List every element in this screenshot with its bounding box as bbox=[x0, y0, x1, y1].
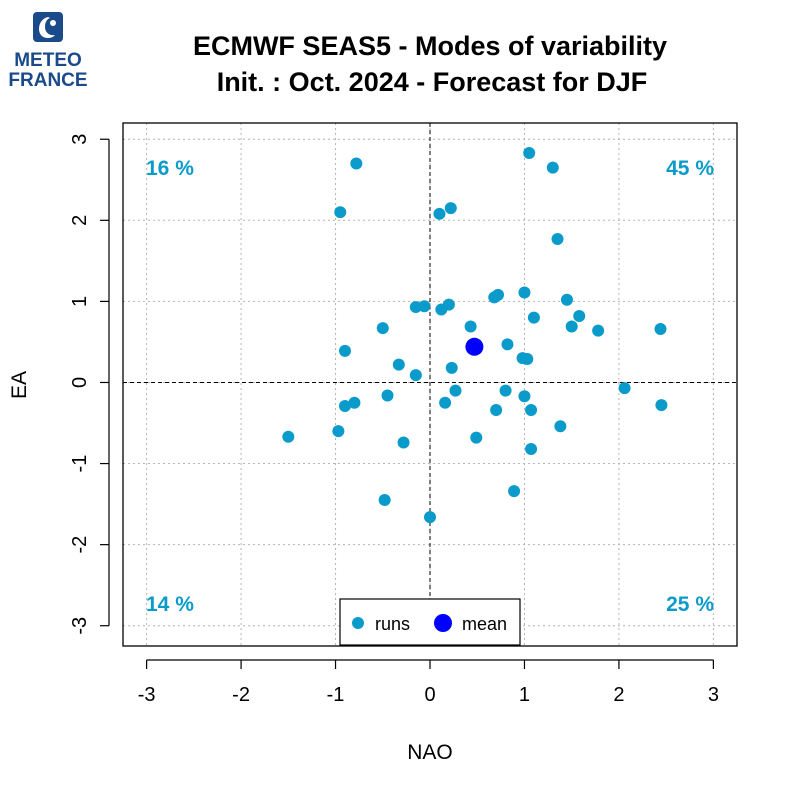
mean-point bbox=[465, 337, 484, 356]
logo-emblem-swirl bbox=[39, 17, 55, 38]
run-point bbox=[527, 311, 540, 324]
run-point bbox=[525, 442, 538, 455]
x-tick-label: 0 bbox=[424, 684, 435, 706]
run-point bbox=[490, 404, 503, 417]
run-point bbox=[442, 298, 455, 311]
run-point bbox=[348, 396, 361, 409]
x-tick-label: -2 bbox=[232, 684, 250, 706]
run-point bbox=[518, 390, 531, 403]
legend-runs-marker bbox=[352, 617, 364, 629]
run-point bbox=[554, 420, 567, 433]
run-point bbox=[525, 404, 538, 417]
run-point bbox=[521, 352, 534, 365]
y-axis: -3 -2 -1 0 1 2 3 bbox=[69, 134, 110, 635]
run-point bbox=[492, 288, 505, 301]
run-point bbox=[655, 399, 668, 412]
run-point bbox=[332, 425, 345, 438]
legend-box bbox=[339, 598, 521, 646]
run-point bbox=[654, 322, 667, 335]
run-point bbox=[551, 232, 564, 245]
y-tick-label: 3 bbox=[69, 134, 91, 145]
y-tick-label: 0 bbox=[69, 377, 91, 388]
run-point bbox=[381, 389, 394, 402]
run-points bbox=[282, 147, 668, 524]
run-point bbox=[392, 358, 405, 371]
run-point bbox=[565, 320, 578, 333]
run-point bbox=[338, 344, 351, 357]
run-point bbox=[464, 320, 477, 333]
legend: runs mean bbox=[339, 598, 521, 646]
logo-text-line2: FRANCE bbox=[8, 70, 87, 91]
run-point bbox=[439, 396, 452, 409]
y-tick-label: -3 bbox=[69, 617, 91, 635]
mean-point-group bbox=[465, 337, 484, 356]
quadrant-top-left-label: 16 % bbox=[146, 157, 194, 180]
chart-subtitle: Init. : Oct. 2024 - Forecast for DJF bbox=[217, 67, 648, 97]
run-point bbox=[350, 157, 363, 170]
run-point bbox=[445, 361, 458, 374]
run-point bbox=[433, 207, 446, 220]
run-point bbox=[470, 431, 483, 444]
zero-reference-lines bbox=[123, 123, 737, 646]
run-point bbox=[523, 147, 536, 160]
run-point bbox=[508, 485, 521, 498]
x-tick-label: 3 bbox=[708, 684, 719, 706]
x-tick-label: -1 bbox=[327, 684, 345, 706]
x-tick-label: 1 bbox=[519, 684, 530, 706]
run-point bbox=[282, 430, 295, 443]
run-point bbox=[501, 338, 514, 351]
y-tick-label: -1 bbox=[69, 455, 91, 473]
run-point bbox=[418, 300, 431, 313]
run-point bbox=[592, 324, 605, 337]
run-point bbox=[444, 202, 457, 215]
x-tick-label: 2 bbox=[613, 684, 624, 706]
run-point bbox=[518, 286, 531, 299]
y-tick-label: -2 bbox=[69, 536, 91, 554]
run-point bbox=[378, 494, 391, 507]
run-point bbox=[334, 206, 347, 219]
y-tick-label: 2 bbox=[69, 215, 91, 226]
quadrant-top-right-label: 45 % bbox=[666, 157, 714, 180]
run-point bbox=[338, 399, 351, 412]
run-point bbox=[499, 384, 512, 397]
run-point bbox=[573, 309, 586, 322]
plot-area-frame bbox=[122, 122, 738, 647]
run-point bbox=[618, 382, 631, 395]
x-tick-label: -3 bbox=[138, 684, 156, 706]
run-point bbox=[397, 436, 410, 449]
quadrant-bottom-right-label: 25 % bbox=[666, 593, 714, 616]
run-point bbox=[546, 161, 559, 174]
y-axis-label: EA bbox=[8, 371, 31, 399]
chart-title: ECMWF SEAS5 - Modes of variability bbox=[193, 31, 667, 61]
run-point bbox=[449, 384, 462, 397]
meteo-france-logo: METEO FRANCE bbox=[6, 8, 90, 92]
run-point bbox=[376, 322, 389, 335]
x-axis-label: NAO bbox=[407, 741, 453, 764]
quadrant-percentages: 16 % 45 % 14 % 25 % bbox=[146, 157, 714, 616]
logo-emblem bbox=[33, 12, 63, 42]
legend-mean-marker bbox=[434, 614, 452, 632]
legend-runs-label: runs bbox=[375, 614, 410, 634]
logo-text-line1: METEO bbox=[14, 50, 82, 71]
logo-emblem-dot bbox=[50, 20, 56, 26]
run-point bbox=[424, 511, 436, 524]
x-axis: -3 -2 -1 0 1 2 3 bbox=[138, 659, 719, 706]
run-point bbox=[560, 293, 573, 306]
quadrant-bottom-left-label: 14 % bbox=[146, 593, 194, 616]
meteo-france-logo-graphic: METEO FRANCE bbox=[8, 12, 88, 91]
run-point bbox=[409, 369, 422, 382]
y-tick-label: 1 bbox=[69, 296, 91, 307]
legend-mean-label: mean bbox=[462, 614, 507, 634]
